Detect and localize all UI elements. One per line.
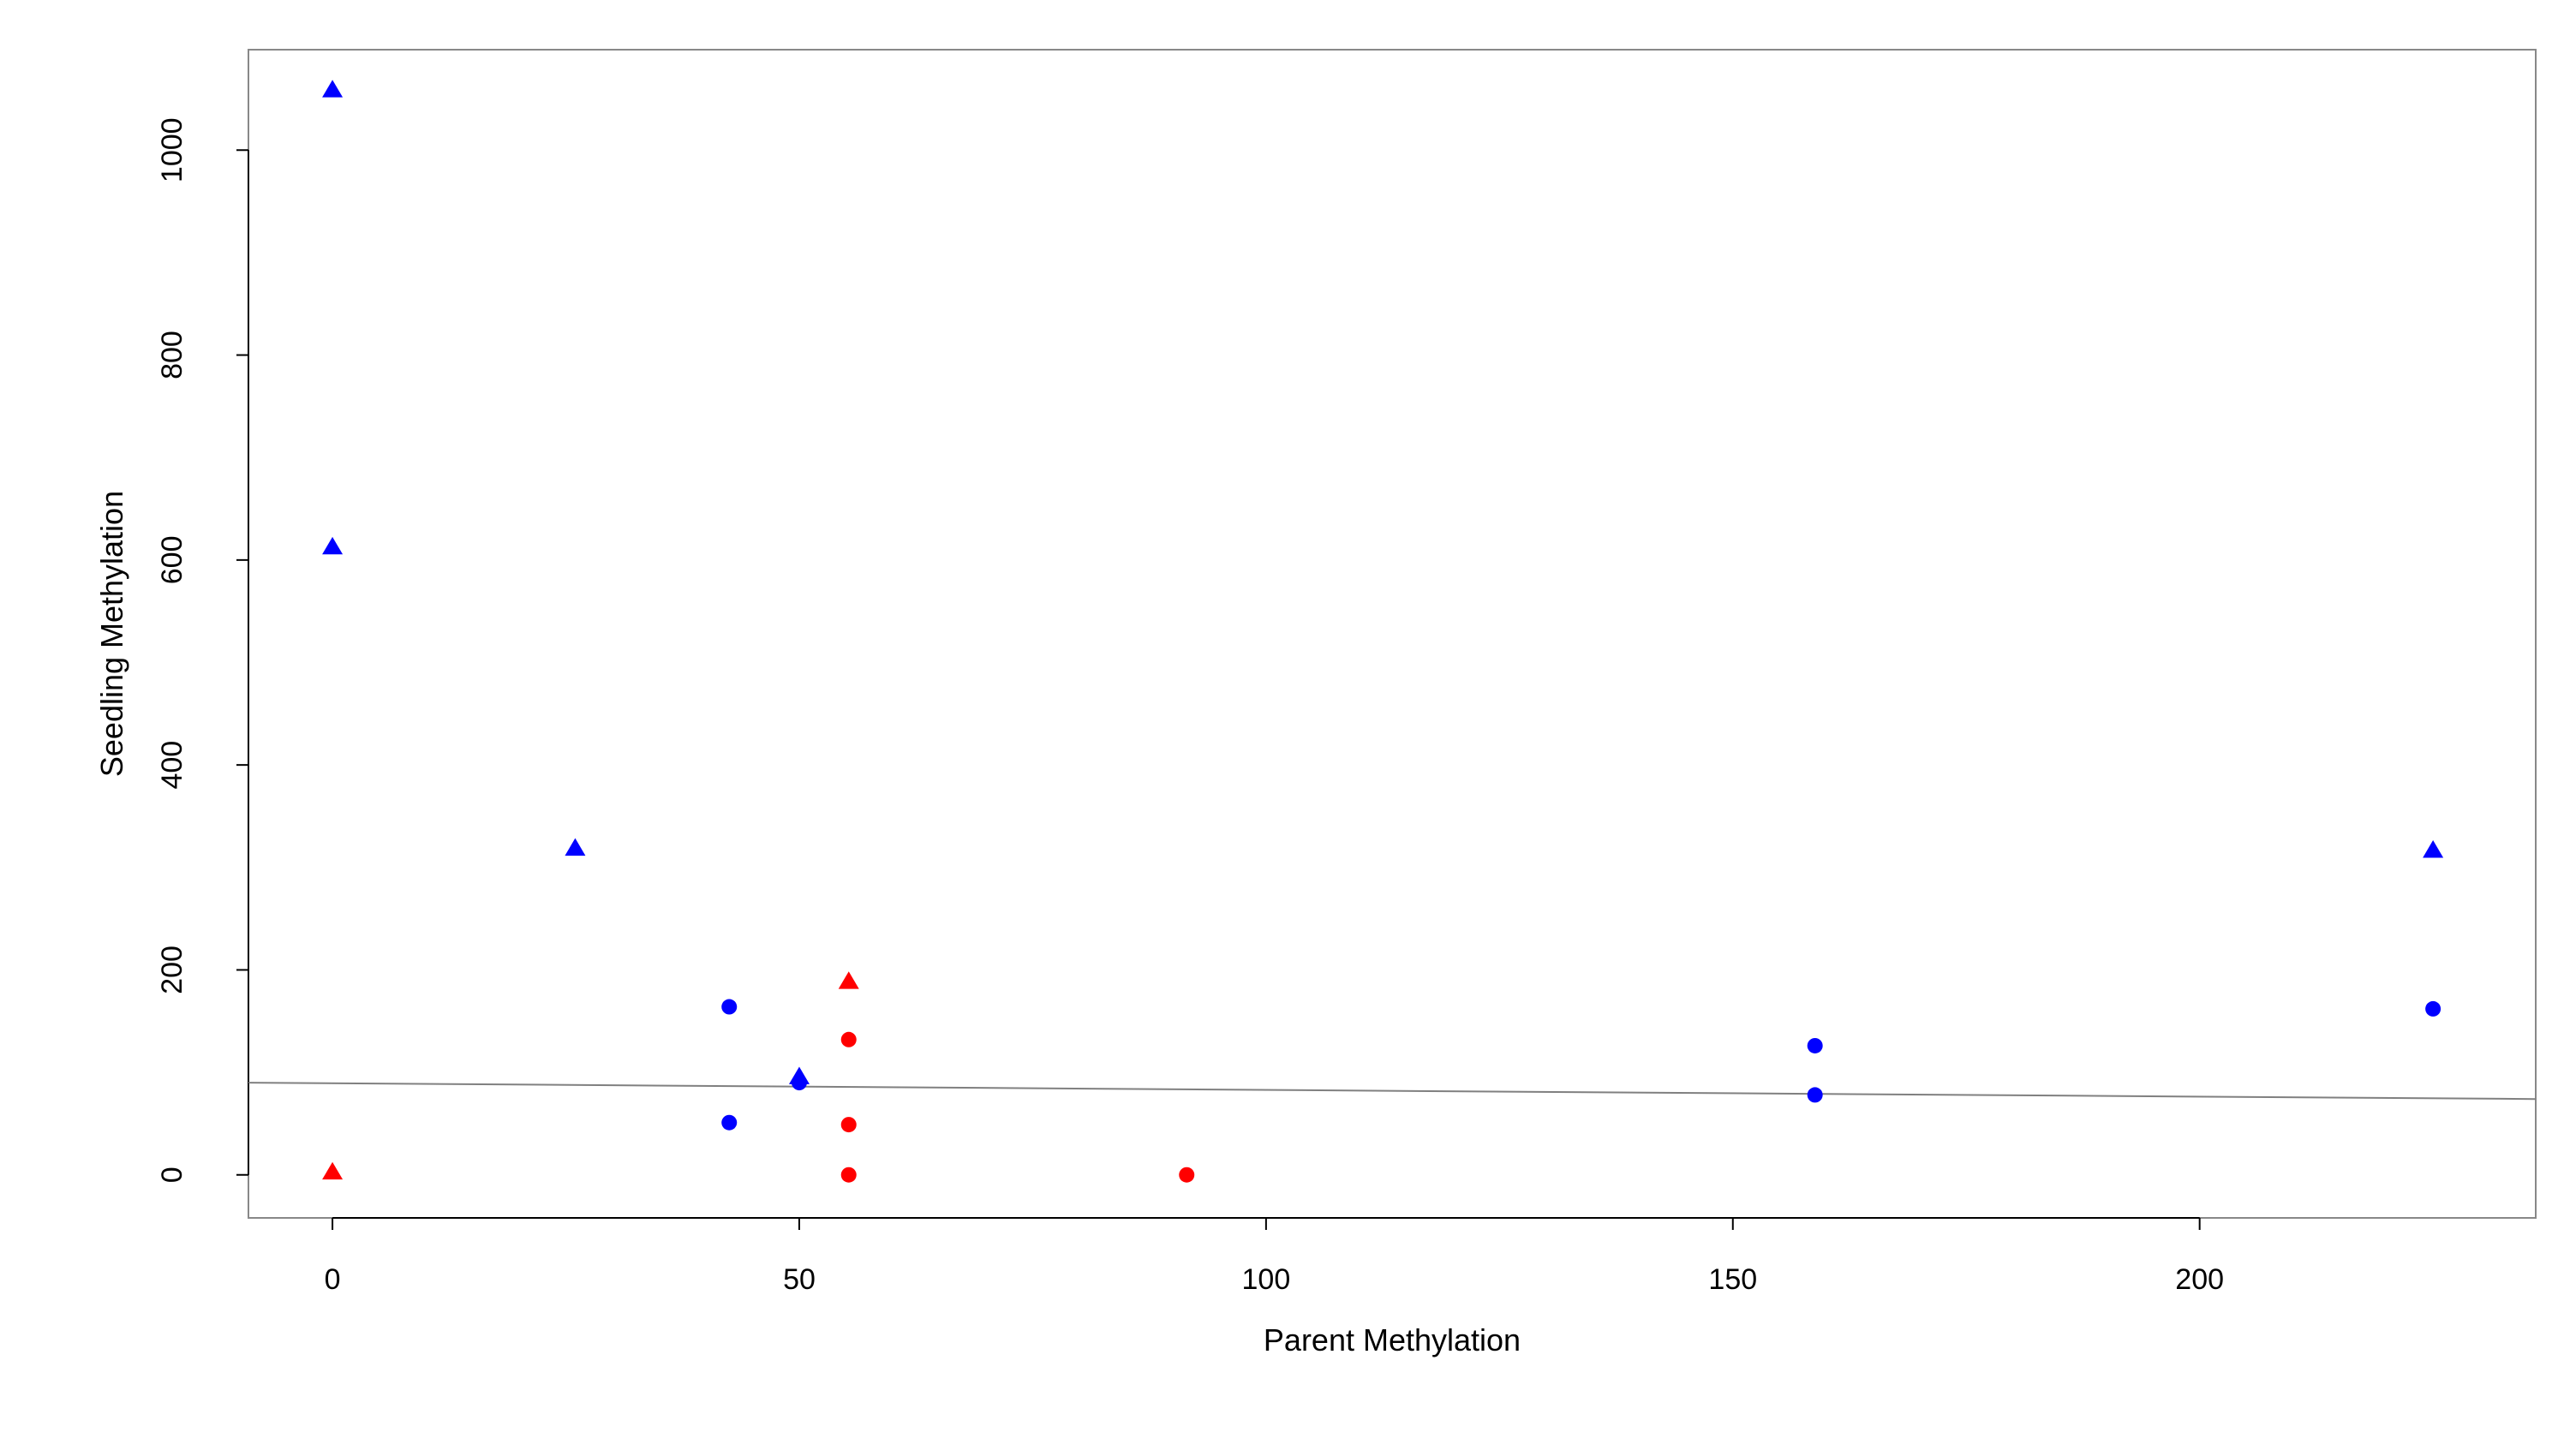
data-point-triangle xyxy=(838,971,859,989)
x-tick-label: 0 xyxy=(325,1263,341,1296)
data-points-layer xyxy=(322,80,2444,1183)
data-point-triangle xyxy=(2423,840,2444,858)
data-point-circle xyxy=(840,1031,857,1047)
fit-line xyxy=(248,1082,2537,1101)
data-point-circle xyxy=(791,1075,807,1091)
x-tick-label: 50 xyxy=(783,1263,816,1296)
data-point-triangle xyxy=(565,838,586,856)
y-axis-title: Seedling Methylation xyxy=(94,491,129,777)
plot-frame xyxy=(248,49,2537,1219)
data-point-circle xyxy=(1179,1167,1195,1183)
x-tick-label: 200 xyxy=(2175,1263,2224,1296)
fit-line-layer xyxy=(248,1082,2537,1101)
data-point-circle xyxy=(1807,1087,1823,1103)
data-point-circle xyxy=(721,999,738,1015)
data-point-circle xyxy=(1807,1037,1823,1053)
y-tick-label: 600 xyxy=(156,535,188,584)
y-tick-label: 800 xyxy=(156,331,188,379)
data-point-circle xyxy=(721,1114,738,1131)
y-axis: 0 200 400 600 800 1000 xyxy=(156,117,249,1183)
x-tick-label: 100 xyxy=(1242,1263,1291,1296)
data-point-circle xyxy=(840,1167,857,1183)
y-tick-label: 200 xyxy=(156,946,188,994)
x-axis-title: Parent Methylation xyxy=(1264,1322,1521,1358)
y-tick-label: 400 xyxy=(156,741,188,790)
y-tick-label: 0 xyxy=(156,1167,188,1183)
x-axis: 0 50 100 150 200 xyxy=(325,1217,2224,1296)
x-tick-label: 150 xyxy=(1708,1263,1757,1296)
data-point-triangle xyxy=(322,80,344,98)
data-point-circle xyxy=(840,1117,857,1133)
data-point-triangle xyxy=(322,536,344,555)
data-point-circle xyxy=(2425,1000,2442,1017)
data-point-triangle xyxy=(322,1161,344,1180)
y-tick-label: 1000 xyxy=(156,117,188,182)
